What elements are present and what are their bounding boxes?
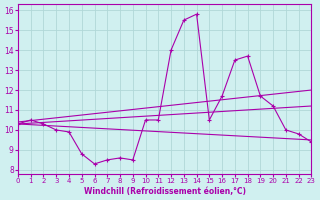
X-axis label: Windchill (Refroidissement éolien,°C): Windchill (Refroidissement éolien,°C) [84, 187, 246, 196]
